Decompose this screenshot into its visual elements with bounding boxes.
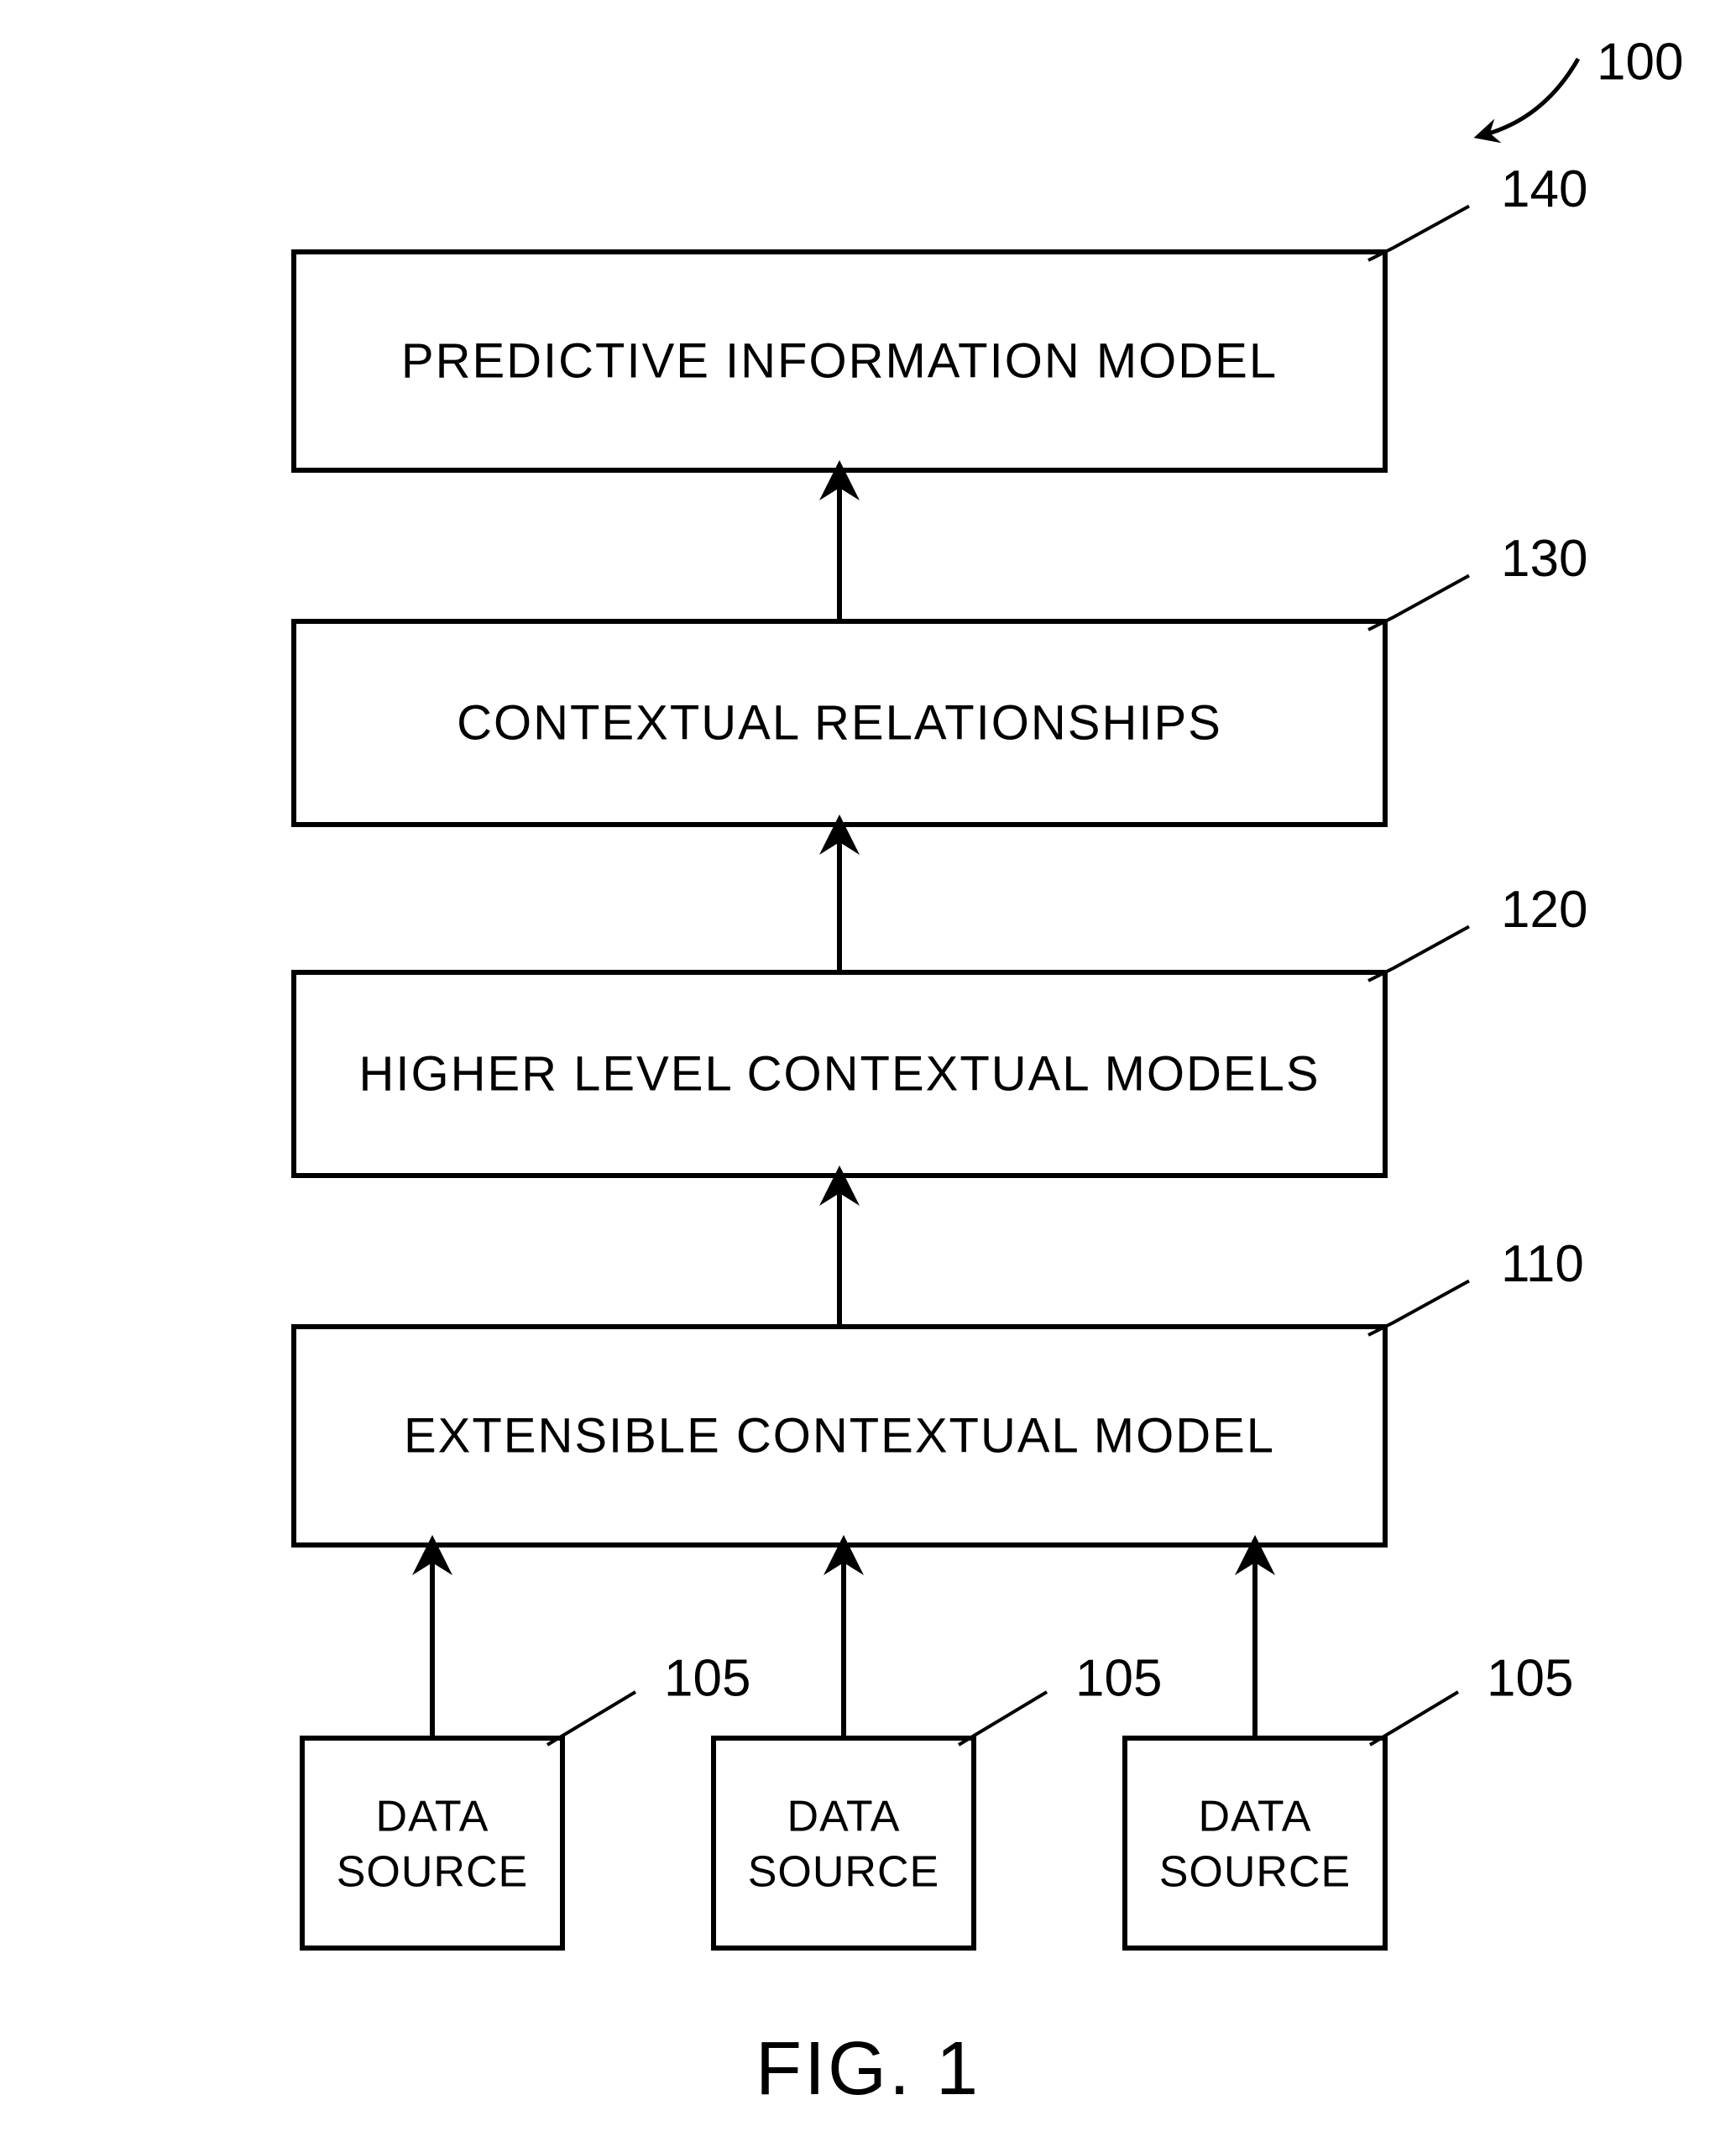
predictive-label: PREDICTIVE INFORMATION MODEL	[401, 333, 1278, 388]
data-source-box-1	[714, 1738, 974, 1948]
data-source-label1-2: DATA	[1199, 1793, 1312, 1841]
overall-ref: 100	[1597, 33, 1683, 91]
data-source-ref-2: 105	[1487, 1649, 1573, 1707]
figure-caption: FIG. 1	[756, 2027, 980, 2111]
extensible-ref: 110	[1501, 1235, 1584, 1293]
predictive-ref: 140	[1501, 160, 1587, 218]
data-source-label2-1: SOURCE	[748, 1848, 939, 1897]
higher-ref: 120	[1501, 881, 1587, 939]
data-source-leader-1	[959, 1692, 1047, 1745]
data-source-leader-2	[1370, 1692, 1458, 1745]
data-source-label2-2: SOURCE	[1159, 1848, 1351, 1897]
data-source-box-2	[1125, 1738, 1385, 1948]
data-source-label2-0: SOURCE	[337, 1848, 528, 1897]
data-source-ref-1: 105	[1075, 1649, 1162, 1707]
overall-ref-arrow	[1486, 59, 1578, 134]
contextual_rel-leader	[1368, 576, 1469, 631]
data-source-box-0	[302, 1738, 562, 1948]
data-source-leader-0	[547, 1692, 635, 1745]
higher-leader	[1368, 927, 1469, 982]
data-source-label1-1: DATA	[787, 1793, 901, 1841]
higher-label: HIGHER LEVEL CONTEXTUAL MODELS	[358, 1046, 1320, 1101]
contextual_rel-label: CONTEXTUAL RELATIONSHIPS	[457, 695, 1222, 750]
extensible-leader	[1368, 1281, 1469, 1336]
figure-canvas: PREDICTIVE INFORMATION MODEL 140 CONTEXTUA…	[0, 0, 1736, 2142]
extensible-label: EXTENSIBLE CONTEXTUAL MODEL	[404, 1408, 1275, 1463]
predictive-leader	[1368, 207, 1469, 261]
contextual_rel-ref: 130	[1501, 530, 1587, 588]
data-source-ref-0: 105	[664, 1649, 750, 1707]
data-source-label1-0: DATA	[376, 1793, 489, 1841]
